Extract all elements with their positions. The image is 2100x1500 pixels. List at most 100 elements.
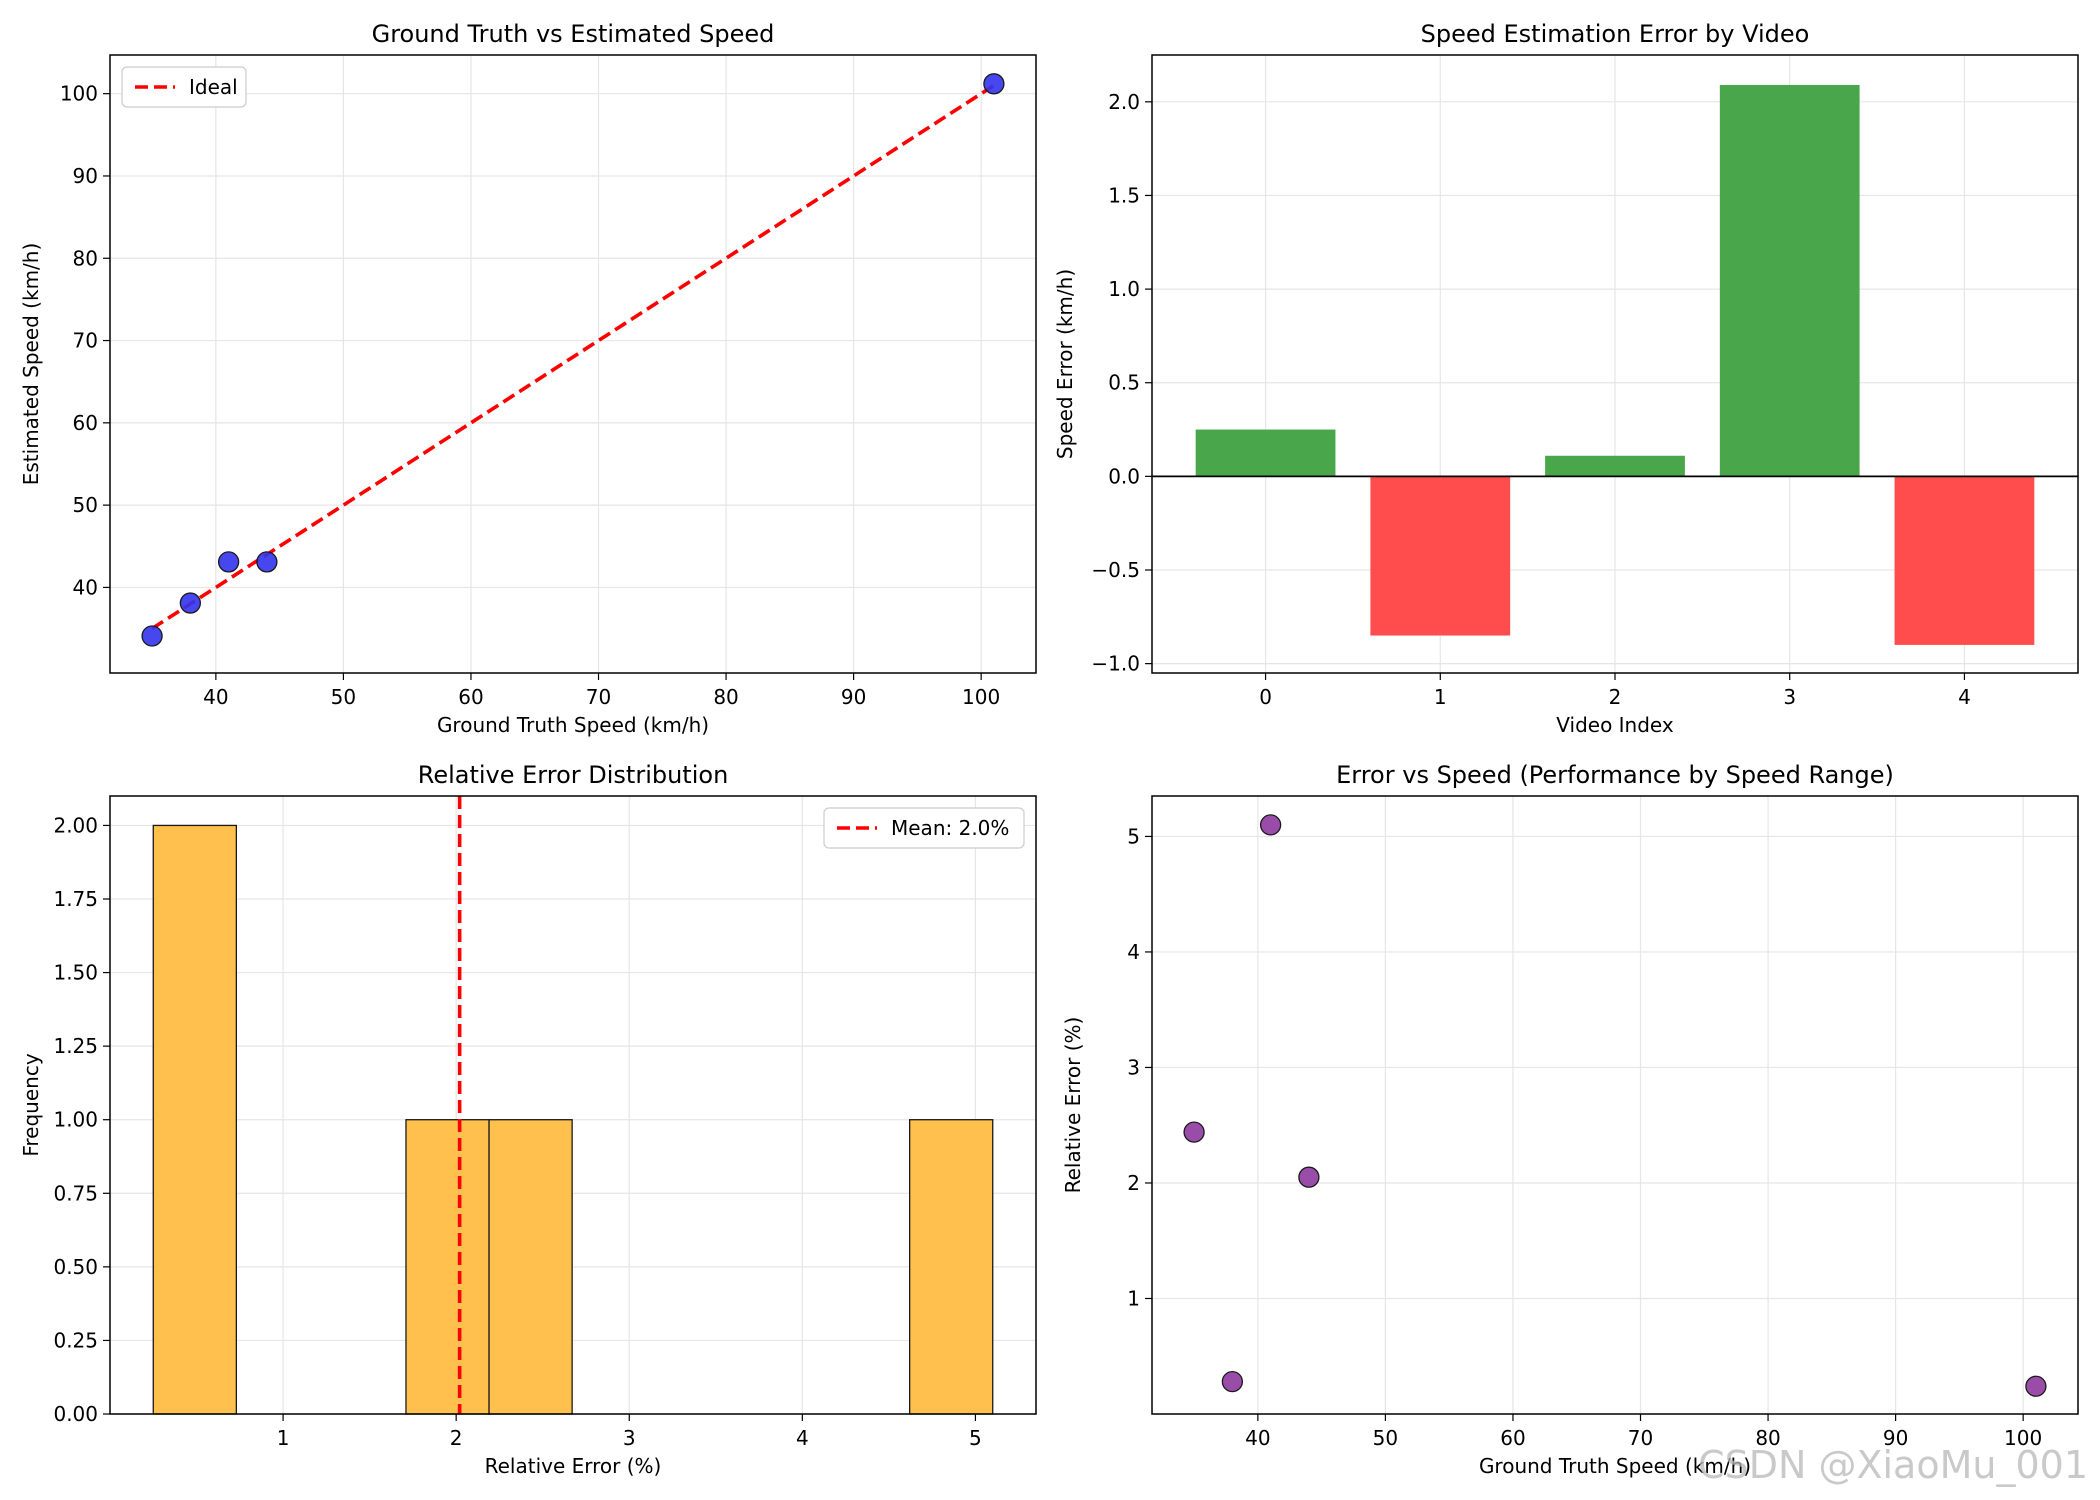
legend: Ideal	[121, 66, 247, 108]
x-tick-label: 3	[1783, 685, 1796, 709]
watermark-text: CSDN @XiaoMu_001	[1698, 1443, 2088, 1487]
x-tick-label: 4	[1958, 685, 1971, 709]
y-tick-label: 80	[73, 246, 98, 270]
x-axis-label: Relative Error (%)	[485, 1454, 662, 1478]
x-tick-label: 1	[277, 1426, 290, 1450]
x-tick-label: 40	[203, 685, 228, 709]
y-tick-label: 3	[1127, 1055, 1140, 1079]
data-point	[1183, 1121, 1205, 1143]
x-axis-label: Ground Truth Speed (km/h)	[1479, 1454, 1751, 1478]
y-tick-label: 60	[73, 411, 98, 435]
x-tick-label: 70	[586, 685, 611, 709]
x-tick-label: 90	[841, 685, 866, 709]
ideal-line	[151, 83, 995, 631]
y-axis-label: Estimated Speed (km/h)	[19, 243, 43, 486]
bar	[1719, 84, 1860, 477]
y-tick-label: 0.0	[1108, 464, 1140, 488]
y-tick-label: −0.5	[1091, 558, 1140, 582]
x-tick-label: 3	[623, 1426, 636, 1450]
y-tick-label: 0.75	[53, 1181, 98, 1205]
y-tick-label: 4	[1127, 940, 1140, 964]
data-point	[2025, 1375, 2047, 1397]
y-axis-label: Speed Error (km/h)	[1053, 269, 1077, 459]
y-tick-label: 2.0	[1108, 90, 1140, 114]
x-tick-label: 2	[1609, 685, 1622, 709]
axes-frame	[1151, 795, 2079, 1415]
legend-box	[121, 66, 247, 108]
histogram-bar	[405, 1119, 490, 1415]
y-tick-label: 1	[1127, 1286, 1140, 1310]
data-point	[1259, 814, 1282, 836]
data-point	[983, 73, 1005, 95]
y-axis-label: Relative Error (%)	[1061, 1017, 1085, 1194]
data-point	[141, 625, 163, 647]
histogram-bar	[488, 1119, 573, 1415]
bar	[1894, 476, 2035, 645]
y-tick-label: 90	[73, 164, 98, 188]
axes-frame	[109, 54, 1037, 674]
legend: Mean: 2.0%	[823, 807, 1025, 849]
panel-error-vs-speed: 1 2 3 4 5 40 50 60 70 80 90 100 Error vs Speed (Perf…	[1061, 761, 2079, 1478]
x-tick-label: 40	[1245, 1426, 1270, 1450]
y-tick-label: 2.00	[53, 813, 98, 837]
x-tick-label: 100	[962, 685, 1000, 709]
chart-title: Speed Estimation Error by Video	[1421, 20, 1810, 48]
axes-frame	[109, 795, 1037, 1415]
data-point	[1221, 1371, 1244, 1393]
bar	[1195, 429, 1336, 477]
panel-ground-truth-vs-estimated: 40 50 60 70 80 90 100 40 50 60 70 80 90 100 Ground Tru…	[19, 20, 1037, 737]
bar	[1545, 455, 1685, 477]
x-tick-label: 60	[1500, 1426, 1525, 1450]
y-tick-label: −1.0	[1091, 652, 1140, 676]
y-tick-label: 1.00	[53, 1108, 98, 1132]
legend-box	[823, 807, 1025, 849]
y-tick-label: 1.0	[1108, 277, 1140, 301]
y-tick-label: 0.50	[53, 1255, 98, 1279]
bar	[1370, 476, 1511, 636]
data-point	[1298, 1166, 1320, 1188]
x-tick-label: 1	[1434, 685, 1447, 709]
y-tick-label: 0.00	[53, 1402, 98, 1426]
data-point	[217, 551, 240, 573]
x-axis-label: Video Index	[1556, 713, 1674, 737]
axes-frame	[1151, 54, 2079, 674]
y-axis-label: Frequency	[19, 1053, 43, 1156]
x-tick-label: 90	[1883, 1426, 1908, 1450]
x-tick-label: 50	[331, 685, 356, 709]
data-point	[179, 592, 202, 614]
chart-title: Error vs Speed (Performance by Speed Ran…	[1336, 761, 1894, 789]
panel-relative-error-distribution: 0.00 0.25 0.50 0.75 1.00 1.25 1.50 1.75 2.00 1 2 3 4…	[19, 761, 1037, 1478]
x-tick-label: 2	[450, 1426, 463, 1450]
y-tick-label: 100	[60, 82, 98, 106]
y-tick-label: 40	[73, 575, 98, 599]
panel-speed-error-by-video: −1.0 −0.5 0.0 0.5 1.0 1.5 2.0 0 1 2 3 4 Speed Estima…	[1053, 20, 2079, 737]
x-tick-label: 60	[458, 685, 483, 709]
x-tick-label: 0	[1259, 685, 1272, 709]
y-tick-label: 1.75	[53, 887, 98, 911]
legend-label: Mean: 2.0%	[891, 816, 1009, 840]
y-tick-label: 0.5	[1108, 371, 1140, 395]
histogram-bar	[908, 1119, 994, 1415]
y-tick-label: 1.5	[1108, 183, 1140, 207]
chart-title: Ground Truth vs Estimated Speed	[372, 20, 775, 48]
y-tick-label: 2	[1127, 1171, 1140, 1195]
y-tick-label: 0.25	[53, 1328, 98, 1352]
y-tick-label: 50	[73, 493, 98, 517]
y-tick-label: 5	[1127, 824, 1140, 848]
x-tick-label: 80	[1755, 1426, 1780, 1450]
x-tick-label: 70	[1628, 1426, 1653, 1450]
x-tick-label: 50	[1373, 1426, 1398, 1450]
legend-label: Ideal	[189, 75, 238, 99]
data-point	[256, 551, 278, 573]
histogram-bar	[152, 824, 238, 1415]
chart-title: Relative Error Distribution	[418, 761, 729, 789]
x-tick-label: 5	[969, 1426, 982, 1450]
y-tick-label: 1.50	[53, 961, 98, 985]
x-axis-label: Ground Truth Speed (km/h)	[437, 713, 709, 737]
x-tick-label: 80	[713, 685, 738, 709]
x-tick-label: 100	[2004, 1426, 2042, 1450]
x-tick-label: 4	[796, 1426, 809, 1450]
y-tick-label: 70	[73, 329, 98, 353]
y-tick-label: 1.25	[53, 1034, 98, 1058]
